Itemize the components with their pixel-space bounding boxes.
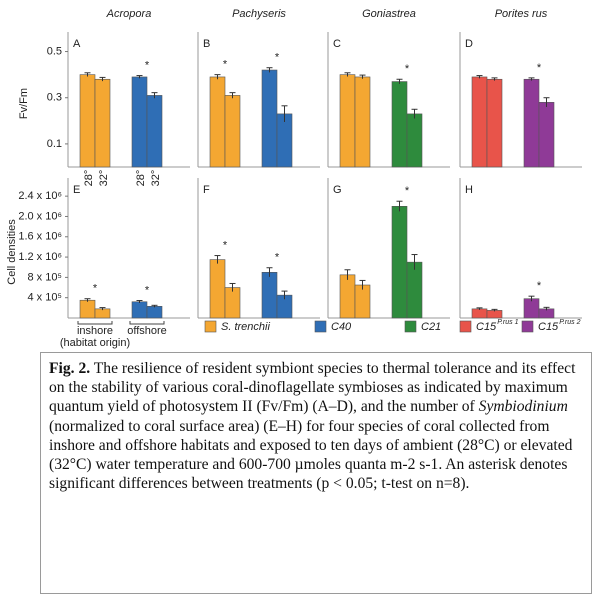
bar <box>261 272 278 319</box>
y-tick-label: 8 x 10⁵ <box>27 271 62 283</box>
x-tick-label: 32° <box>98 170 110 187</box>
caption: Fig. 2. The resilience of resident symbi… <box>40 352 592 594</box>
asterisk: * <box>405 63 410 75</box>
bar <box>354 76 371 168</box>
y-tick-label: 1.2 x 10⁶ <box>18 251 62 263</box>
bar <box>79 299 96 319</box>
legend-swatch <box>204 320 217 333</box>
y-tick-label: 1.6 x 10⁶ <box>18 231 62 243</box>
bar <box>339 74 356 168</box>
column-title: Acropora <box>106 8 152 20</box>
asterisk: * <box>275 252 280 264</box>
bar <box>354 284 371 319</box>
bar <box>146 95 163 168</box>
asterisk: * <box>145 59 150 71</box>
y-tick-label: 2.0 x 10⁶ <box>18 210 62 222</box>
y-tick-label: 0.1 <box>47 138 62 150</box>
bar <box>209 76 226 168</box>
bar <box>94 78 111 168</box>
legend-label: S. trenchii <box>221 321 270 333</box>
legend-swatch <box>404 320 417 333</box>
asterisk: * <box>537 62 542 74</box>
bar <box>406 261 423 319</box>
panel-letter: C <box>333 38 341 50</box>
y-axis-label: Fv/Fm <box>18 88 30 119</box>
bar <box>471 308 488 319</box>
legend-label: C15P.rus 1 <box>476 319 519 333</box>
legend-swatch <box>521 320 534 333</box>
column-title: Porites rus <box>495 8 548 20</box>
bar <box>131 301 148 319</box>
bar <box>131 76 148 168</box>
legend-name: C15 <box>538 321 559 333</box>
legend-name: S. trenchii <box>221 321 270 333</box>
y-axis-label: Cell densities <box>6 219 18 285</box>
column-title: Goniastrea <box>362 8 416 20</box>
group-label: inshore <box>77 325 113 337</box>
caption-text: The resilience of resident symbiont spec… <box>49 360 576 416</box>
panel-letter: G <box>333 184 342 196</box>
bar <box>486 78 503 168</box>
bar <box>209 259 226 319</box>
y-tick-label: 0.5 <box>47 45 62 57</box>
group-note: (habitat origin) <box>60 337 130 349</box>
y-tick-label: 4 x 10⁵ <box>27 292 62 304</box>
bar <box>94 308 111 319</box>
panel-letter: F <box>203 184 210 196</box>
column-title: Pachyseris <box>232 8 286 20</box>
asterisk: * <box>223 239 228 251</box>
asterisk: * <box>93 283 98 295</box>
asterisk: * <box>275 52 280 64</box>
x-tick-label: 28° <box>83 170 95 187</box>
group-bracket <box>129 321 165 325</box>
asterisk: * <box>405 185 410 197</box>
group-label: offshore <box>127 325 167 337</box>
bar <box>339 274 356 319</box>
caption-italic: Symbiodinium <box>478 398 568 416</box>
bar <box>538 102 555 168</box>
bar <box>224 95 241 168</box>
panel-letter: E <box>73 184 80 196</box>
panel-letter: A <box>73 38 81 50</box>
legend-name: C40 <box>331 321 352 333</box>
panel-letter: D <box>465 38 473 50</box>
legend-swatch <box>314 320 327 333</box>
bar <box>224 287 241 319</box>
legend-name: C15 <box>476 321 497 333</box>
x-tick-label: 32° <box>150 170 162 187</box>
legend-swatch <box>459 320 472 333</box>
bar <box>391 81 408 168</box>
asterisk: * <box>537 280 542 292</box>
asterisk: * <box>223 59 228 71</box>
legend-superscript: P.rus 1 <box>497 319 518 326</box>
bar <box>471 76 488 168</box>
bar <box>523 298 540 319</box>
legend-label: C21 <box>421 321 441 333</box>
legend-label: C15P.rus 2 <box>538 319 581 333</box>
panel-letter: H <box>465 184 473 196</box>
bar <box>146 306 163 319</box>
bar <box>523 78 540 168</box>
bar <box>406 113 423 168</box>
bar <box>486 310 503 319</box>
bar <box>79 74 96 168</box>
caption-text: (normalized to coral surface area) (E–H)… <box>49 417 573 493</box>
asterisk: * <box>145 284 150 296</box>
y-tick-label: 2.4 x 10⁶ <box>18 190 62 202</box>
legend-name: C21 <box>421 321 441 333</box>
legend-superscript: P.rus 2 <box>559 319 580 326</box>
caption-label: Fig. 2. <box>49 360 91 377</box>
x-tick-label: 28° <box>135 170 147 187</box>
group-bracket <box>77 321 113 325</box>
panel-letter: B <box>203 38 210 50</box>
legend-label: C40 <box>331 321 352 333</box>
y-tick-label: 0.3 <box>47 92 62 104</box>
bar <box>391 206 408 319</box>
bar <box>261 69 278 168</box>
